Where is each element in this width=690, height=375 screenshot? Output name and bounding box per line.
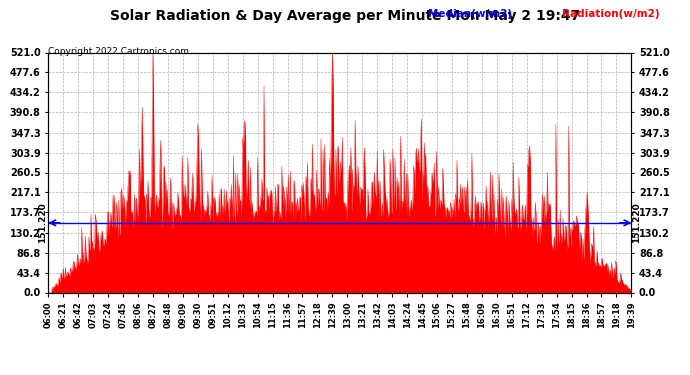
Text: Solar Radiation & Day Average per Minute Mon May 2 19:47: Solar Radiation & Day Average per Minute… <box>110 9 580 23</box>
Text: Median(w/m2): Median(w/m2) <box>428 9 512 20</box>
Text: Radiation(w/m2): Radiation(w/m2) <box>562 9 660 20</box>
Text: Copyright 2022 Cartronics.com: Copyright 2022 Cartronics.com <box>48 47 189 56</box>
Text: 151.220: 151.220 <box>38 202 47 243</box>
Text: 151.220: 151.220 <box>633 202 642 243</box>
